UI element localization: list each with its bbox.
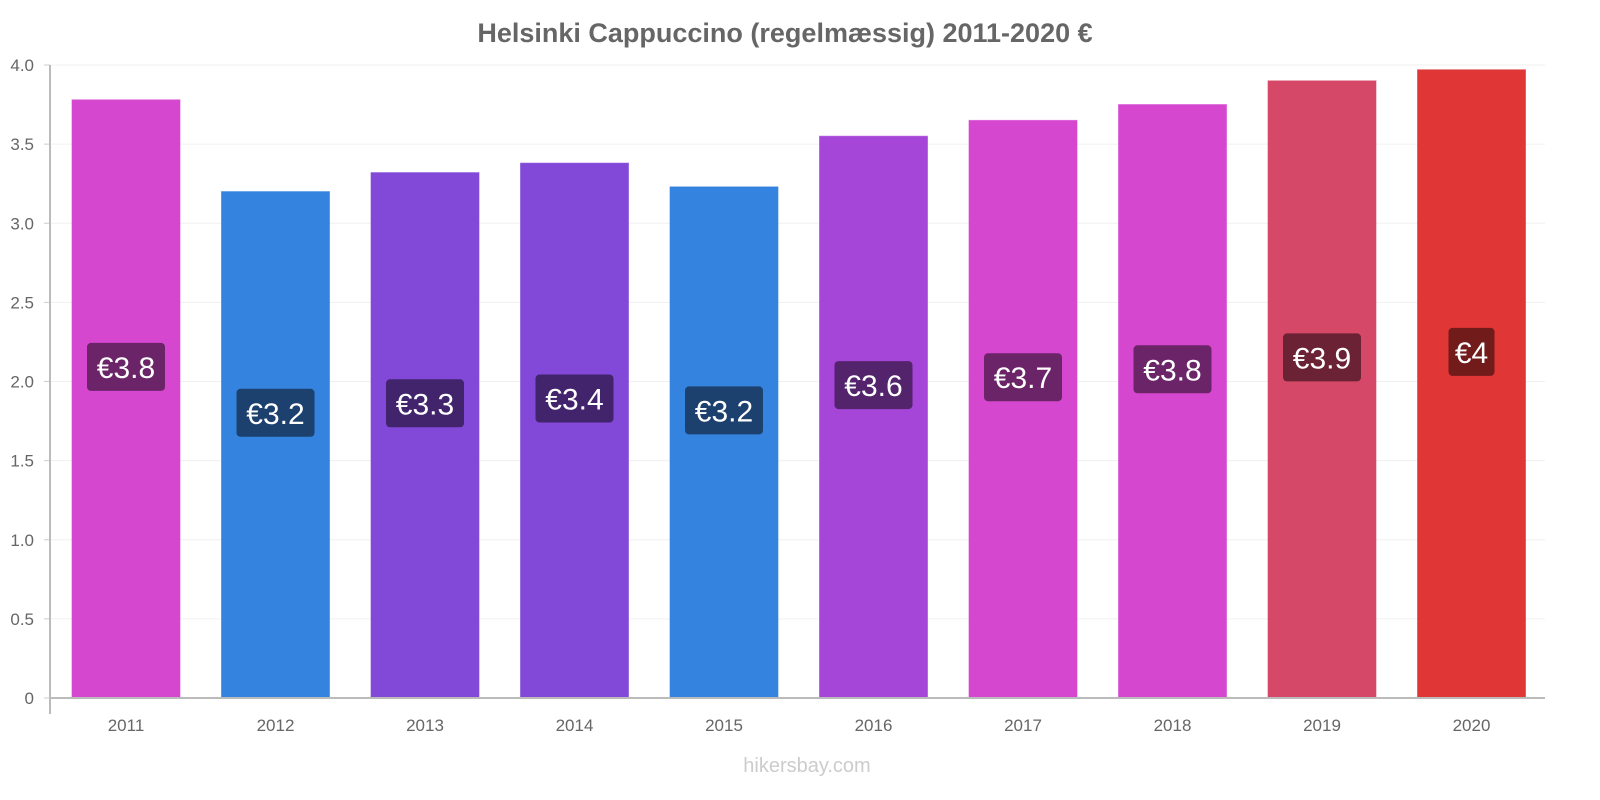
data-label: €3.7 <box>994 362 1052 395</box>
y-tick-label: 2.0 <box>10 373 34 392</box>
x-tick-label: 2014 <box>556 716 594 735</box>
data-label-box <box>87 342 165 391</box>
bar <box>221 191 330 699</box>
data-label-box <box>834 361 913 410</box>
x-tick-label: 2013 <box>406 716 444 735</box>
x-tick-label: 2016 <box>855 716 893 735</box>
y-tick-label: 1.5 <box>10 452 34 471</box>
y-tick-label: 1.0 <box>10 531 34 550</box>
y-tick-label: 4.0 <box>10 56 34 75</box>
data-label-box <box>236 388 315 437</box>
y-tick-label: 3.5 <box>10 135 34 154</box>
x-tick-label: 2012 <box>257 716 295 735</box>
data-label: €3.9 <box>1293 342 1351 375</box>
data-label: €3.6 <box>844 370 902 403</box>
data-label: €3.4 <box>545 384 603 417</box>
data-label-box <box>984 353 1062 402</box>
bar <box>1267 80 1377 699</box>
bar <box>1118 104 1227 699</box>
data-label-box <box>386 379 464 428</box>
x-tick-label: 2018 <box>1154 716 1192 735</box>
x-tick-label: 2017 <box>1004 716 1042 735</box>
y-tick-label: 3.0 <box>10 214 34 233</box>
bar <box>71 99 181 699</box>
y-tick-label: 2.5 <box>10 293 34 312</box>
x-tick-label: 2019 <box>1303 716 1341 735</box>
data-label-box <box>1283 333 1361 382</box>
bar <box>669 186 779 699</box>
bar <box>819 135 928 699</box>
x-tick-label: 2011 <box>108 716 145 735</box>
data-label-box <box>685 386 763 435</box>
data-label: €3.8 <box>97 352 155 385</box>
watermark: hikersbay.com <box>743 755 870 777</box>
data-label: €3.3 <box>396 388 454 421</box>
x-tick-label: 2020 <box>1453 716 1491 735</box>
data-label: €4 <box>1455 337 1488 370</box>
bar <box>370 172 480 699</box>
y-tick-label: 0 <box>25 689 34 708</box>
data-label-box <box>1448 327 1495 376</box>
bar <box>520 162 629 699</box>
data-label-box <box>1133 345 1212 394</box>
bar <box>968 119 1078 699</box>
chart-title: Helsinki Cappuccino (regelmæssig) 2011-2… <box>477 18 1092 48</box>
bar <box>1417 69 1526 699</box>
y-tick-label: 0.5 <box>10 610 34 629</box>
data-label-box <box>535 374 614 423</box>
data-label: €3.8 <box>1143 354 1201 387</box>
x-tick-label: 2015 <box>705 716 743 735</box>
data-label: €3.2 <box>246 398 304 431</box>
data-label: €3.2 <box>695 395 753 428</box>
